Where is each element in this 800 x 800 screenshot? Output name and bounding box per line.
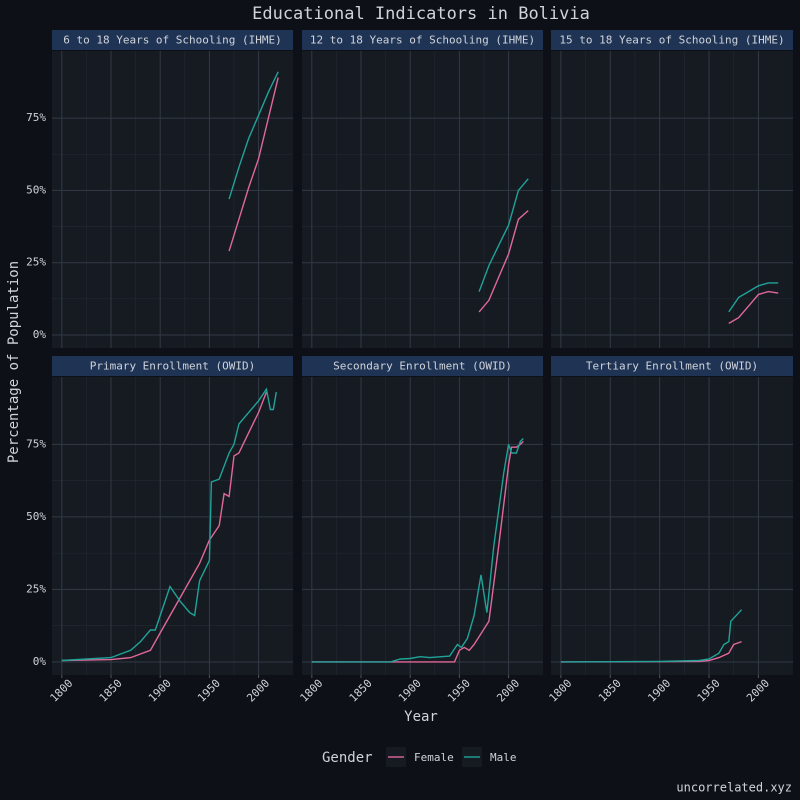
strip-background — [302, 356, 543, 376]
strip-title: Secondary Enrollment (OWID) — [333, 360, 512, 373]
y-tick-label: 25% — [26, 582, 46, 595]
y-tick-label: 50% — [26, 510, 46, 523]
strip-title: Tertiary Enrollment (OWID) — [586, 360, 758, 373]
panel-background — [551, 377, 793, 675]
line — [311, 438, 524, 663]
strip-background — [551, 30, 793, 50]
line — [311, 440, 524, 663]
y-tick-label: 75% — [26, 111, 46, 124]
panel-background — [52, 51, 293, 348]
strip-background — [52, 30, 293, 50]
line — [228, 71, 279, 200]
line — [228, 77, 279, 252]
strip-background — [52, 356, 293, 376]
line — [61, 387, 277, 662]
y-axis-label: Percentage of Population — [6, 261, 22, 463]
strip-title: 6 to 18 Years of Schooling (IHME) — [63, 34, 282, 47]
line — [728, 282, 779, 313]
panel-background — [302, 377, 543, 675]
x-axis-label: Year — [404, 709, 438, 725]
y-tick-label: 0% — [33, 655, 47, 668]
y-tick-label: 75% — [26, 437, 46, 450]
legend-label: Female — [414, 751, 454, 764]
strip-background — [551, 356, 793, 376]
panel-background — [302, 51, 543, 348]
panel-background — [551, 51, 793, 348]
y-tick-label: 50% — [26, 183, 46, 196]
caption: uncorrelated.xyz — [676, 781, 792, 795]
panel-background — [52, 377, 293, 675]
chart-title: Educational Indicators in Bolivia — [252, 4, 590, 24]
legend-label: Male — [490, 751, 517, 764]
line — [560, 609, 743, 663]
strip-title: 12 to 18 Years of Schooling (IHME) — [310, 34, 535, 47]
line — [478, 210, 529, 313]
legend-title: Gender — [322, 750, 373, 766]
strip-title: Primary Enrollment (OWID) — [90, 360, 256, 373]
line — [728, 290, 779, 325]
line — [478, 178, 529, 292]
y-tick-label: 0% — [33, 328, 47, 341]
strip-title: 15 to 18 Years of Schooling (IHME) — [559, 34, 784, 47]
line — [61, 391, 268, 662]
y-tick-label: 25% — [26, 256, 46, 269]
strip-background — [302, 30, 543, 50]
